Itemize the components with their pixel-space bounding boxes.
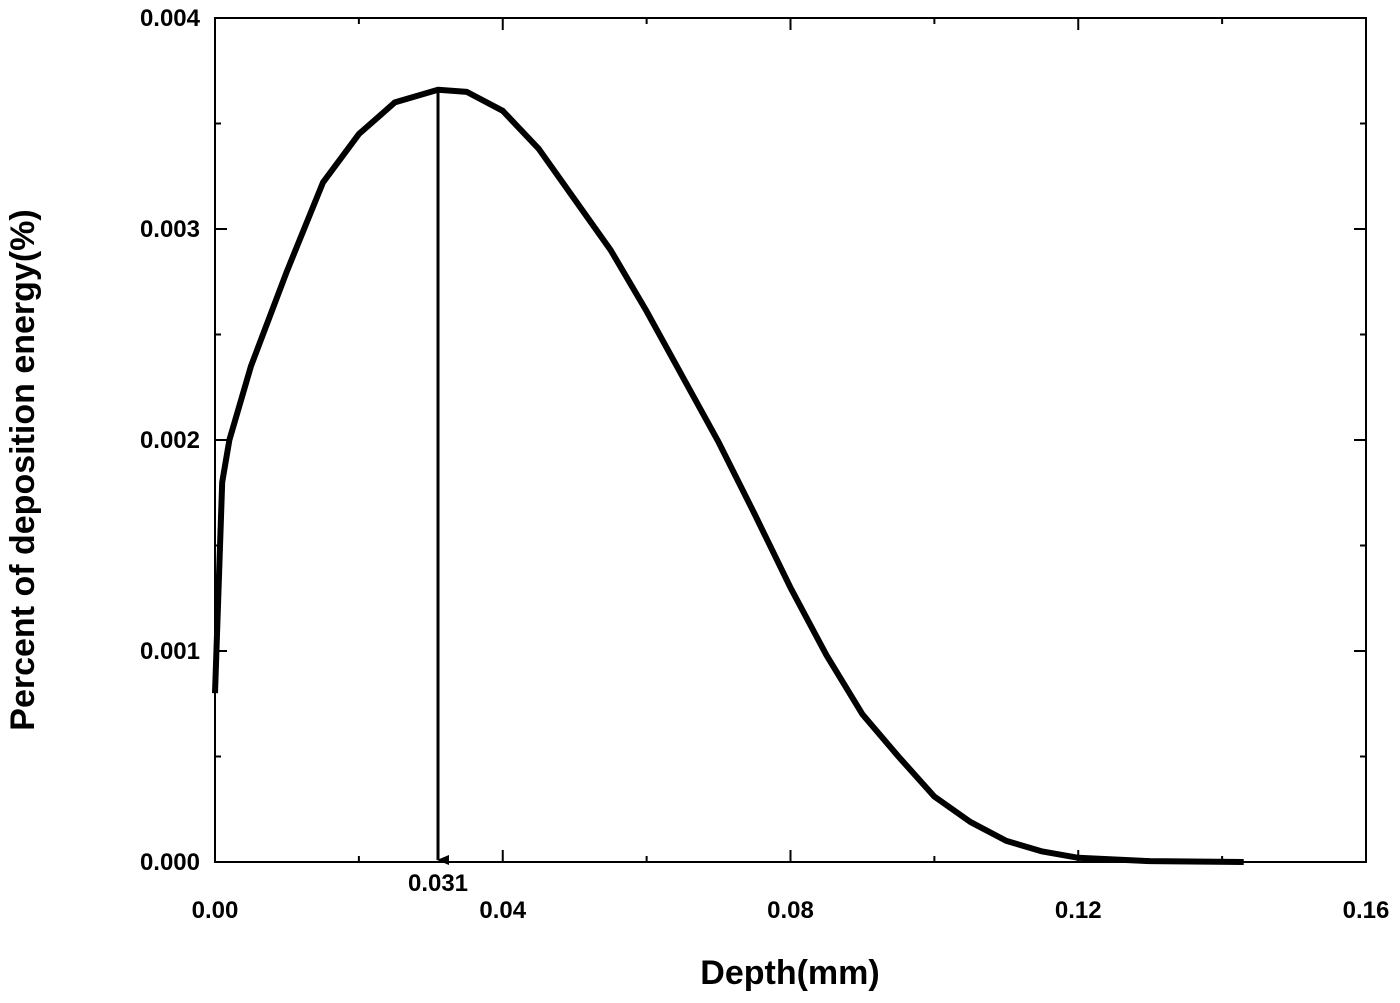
x-tick-label: 0.12: [1055, 897, 1102, 924]
y-axis-title: Percent of deposition energy(%): [4, 209, 42, 730]
y-tick-label: 0.003: [140, 216, 200, 243]
y-tick-label: 0.000: [140, 849, 200, 876]
y-tick-label: 0.002: [140, 427, 200, 454]
x-tick-label: 0.08: [767, 897, 814, 924]
x-tick-label: 0.04: [479, 897, 526, 924]
x-axis-title: Depth(mm): [700, 954, 879, 992]
x-tick-label: 0.16: [1343, 897, 1390, 924]
plot-frame: [214, 17, 1367, 863]
x-tick-label: 0.00: [192, 897, 239, 924]
y-tick-label: 0.001: [140, 638, 200, 665]
annotation-label: 0.031: [408, 870, 468, 897]
y-tick-label: 0.004: [140, 5, 201, 32]
data-line: [212, 86, 1244, 865]
